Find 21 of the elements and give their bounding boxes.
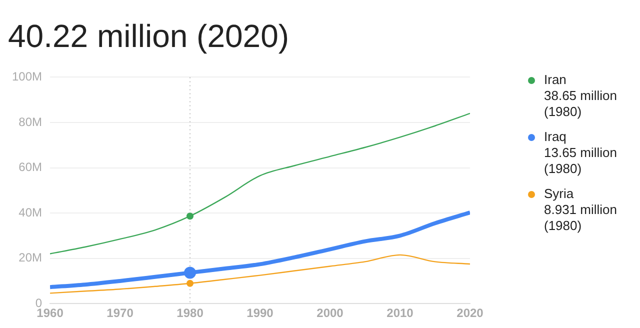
x-tick-label: 2020 [456,306,484,320]
text: 38.65 million (1980) [544,88,618,120]
y-tick-label: 40M [18,205,42,220]
line-series [50,254,470,294]
y-tick-label: 100M [12,70,42,84]
text: 8.931 million (1980) [544,202,618,234]
y-tick-label: 20M [18,250,42,265]
y-tick-label: 60M [18,160,42,174]
y-tick-label: 80M [18,114,42,129]
line-series [50,112,470,254]
x-tick-label: 1980 [176,306,204,320]
x-tick-label: 2010 [386,306,414,320]
legend-label: Iraq [544,129,568,145]
x-tick-label: 1990 [246,306,274,320]
legend-label: Iran [544,72,568,88]
x-tick-label: 1970 [106,306,134,320]
x-tick-label: 2000 [316,306,344,320]
text: 13.65 million (1980) [544,145,618,177]
line-series [50,210,470,290]
chart-title: 40.22 million (2020) [8,18,290,55]
legend-label: Syria [544,186,575,202]
